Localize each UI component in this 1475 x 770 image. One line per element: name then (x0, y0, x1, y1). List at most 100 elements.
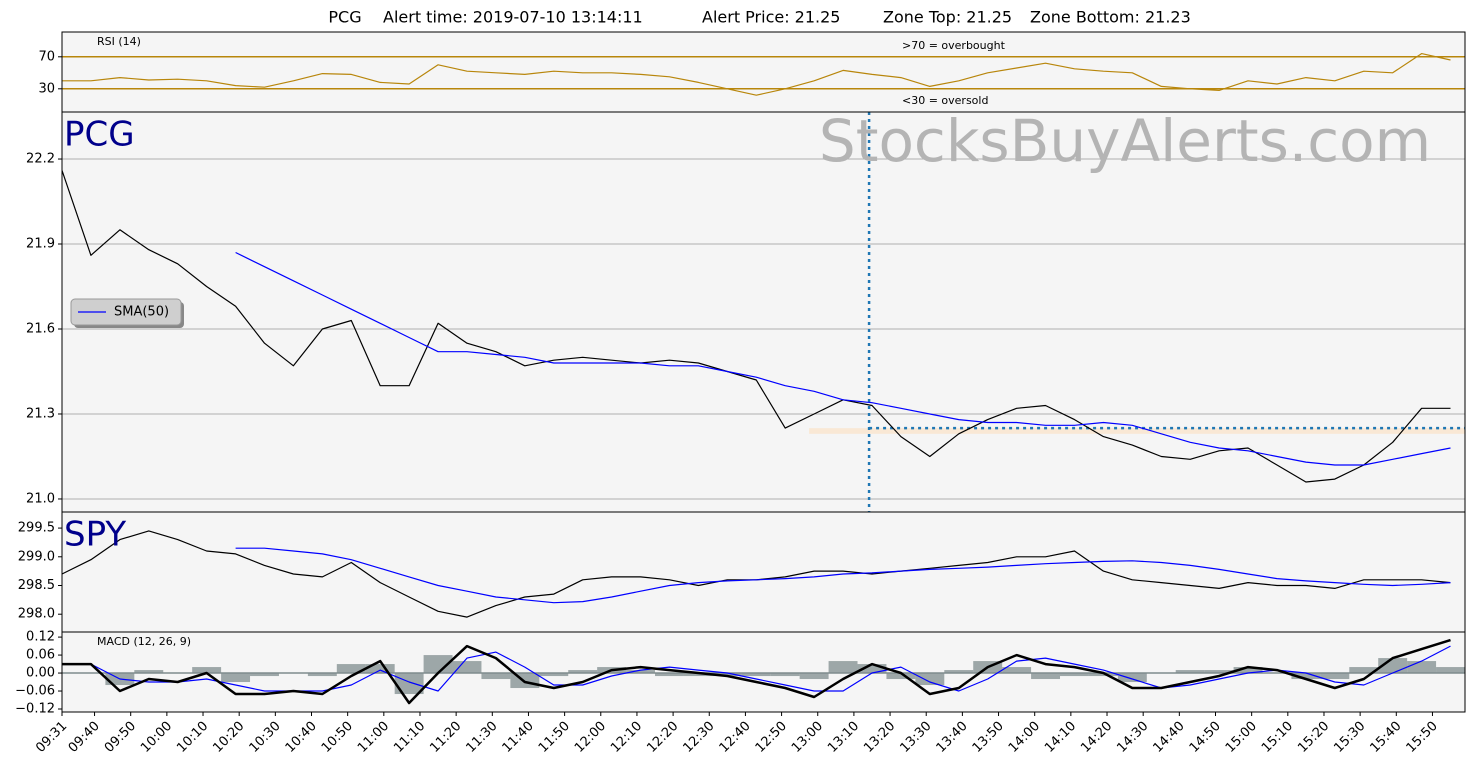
histogram-bar (481, 673, 511, 680)
series-line (62, 638, 1451, 705)
title-zone-bottom: Zone Bottom: 21.23 (1030, 8, 1191, 27)
x-tick-label: 12:00 (572, 719, 609, 756)
panel-background (62, 112, 1465, 512)
y-tick-label: 298.5 (18, 578, 55, 593)
histogram-bar (1436, 667, 1465, 674)
annotation: >70 = overbought (902, 39, 1006, 52)
y-tick-label: 298.0 (18, 607, 55, 622)
x-tick-label: 12:30 (680, 719, 717, 756)
x-tick-label: 10:40 (283, 719, 320, 756)
histogram-bar (1031, 673, 1061, 680)
x-tick-label: 14:10 (1042, 719, 1079, 756)
x-tick-label: 15:30 (1331, 719, 1368, 756)
panel-label: PCG (64, 115, 135, 155)
x-tick-label: 13:00 (789, 719, 826, 756)
histogram-bar (1060, 673, 1089, 677)
histogram-bar (365, 664, 395, 674)
histogram-bar (134, 670, 164, 674)
histogram-bar (626, 670, 656, 674)
histogram-bar (712, 673, 742, 677)
histogram-bar (1407, 661, 1437, 674)
x-tick-label: 12:40 (717, 719, 754, 756)
x-tick-label: 12:10 (608, 719, 645, 756)
plot-area (62, 53, 1465, 96)
x-tick-label: 14:30 (1114, 719, 1151, 756)
panel-background (62, 32, 1465, 112)
histogram-bar (857, 664, 887, 674)
histogram-bar (307, 673, 337, 677)
title-symbol: PCG (328, 8, 361, 27)
histogram-bar (799, 673, 829, 680)
x-tick-label: 14:40 (1151, 719, 1188, 756)
x-tick-label: 10:10 (174, 719, 211, 756)
histogram-bar (1002, 667, 1032, 674)
title-alert-price: Alert Price: 21.25 (702, 8, 840, 27)
histogram-bar (250, 673, 279, 677)
x-tick-label: 14:50 (1187, 719, 1224, 756)
zone-band (809, 428, 1465, 434)
x-tick-label: 12:20 (644, 719, 681, 756)
x-tick-label: 13:10 (825, 719, 862, 756)
y-tick-label: 30 (38, 81, 55, 96)
panel-label: SPY (64, 515, 126, 555)
histogram-bar (1291, 673, 1321, 680)
plot-area (62, 530, 1451, 618)
histogram-bar (828, 661, 858, 674)
watermark: StocksBuyAlerts.com (819, 107, 1431, 175)
y-tick-label: 0.06 (26, 648, 55, 663)
x-tick-label: 12:50 (753, 719, 790, 756)
y-tick-label: 21.0 (26, 491, 55, 506)
histogram-bar (452, 661, 482, 674)
panel-background (62, 512, 1465, 632)
x-tick-label: 14:20 (1078, 719, 1115, 756)
series-line (235, 251, 1451, 466)
y-tick-label: −0.12 (15, 702, 55, 717)
histogram-bar (944, 670, 974, 674)
y-tick-label: 70 (38, 49, 55, 64)
histogram-bar (221, 673, 251, 683)
histogram-bar (655, 673, 684, 677)
histogram-bar (423, 655, 453, 674)
x-tick-label: 14:00 (1006, 719, 1043, 756)
title-alert-time: Alert time: 2019-07-10 13:14:11 (383, 8, 643, 27)
panel-label: MACD (12, 26, 9) (97, 635, 191, 648)
histogram-bar (886, 673, 916, 680)
series-line (62, 53, 1451, 96)
histogram-bar (1233, 667, 1263, 674)
y-tick-label: 21.3 (26, 406, 55, 421)
x-tick-label: 11:30 (464, 719, 501, 756)
y-tick-label: 21.6 (26, 321, 55, 336)
x-tick-label: 13:40 (934, 719, 971, 756)
panel: 299.5 299.0 298.5 298.0 SPY (18, 511, 1466, 633)
histogram-bar (1204, 670, 1234, 674)
x-tick-label: 10:50 (319, 719, 356, 756)
x-tick-label: 09:31 (33, 719, 70, 756)
histogram-bar (394, 673, 424, 695)
histogram-bar (770, 673, 800, 677)
x-tick-label: 09:50 (102, 719, 139, 756)
x-tick-label: 13:50 (970, 719, 1007, 756)
histogram-bar (539, 673, 569, 677)
y-tick-label: 299.5 (18, 521, 55, 536)
y-tick-label: 21.9 (26, 237, 55, 252)
x-tick-label: 15:40 (1367, 719, 1404, 756)
histogram-bar (683, 673, 713, 677)
histogram-bar (1117, 673, 1147, 683)
panel: 30 70 RSI (14) >70 = overbought <30 = overso… (38, 31, 1466, 113)
plot-area (62, 638, 1465, 705)
x-tick-label: 13:20 (861, 719, 898, 756)
histogram-bar (1175, 670, 1205, 674)
x-tick-label: 15:10 (1259, 719, 1296, 756)
panel: 0.12 0.06 0.00 −0.06 −0.12 MACD (12, 26, 9) 09… (15, 630, 1466, 756)
legend-label: SMA(50) (114, 305, 169, 320)
y-tick-label: 0.12 (26, 630, 55, 645)
x-tick-label: 11:00 (355, 719, 392, 756)
legend-box (70, 298, 182, 326)
series-line (62, 170, 1451, 483)
x-tick-label: 10:30 (247, 719, 284, 756)
x-tick-label: 10:00 (138, 719, 175, 756)
x-tick-label: 10:20 (210, 719, 247, 756)
histogram-bar (192, 667, 222, 674)
x-tick-label: 15:20 (1295, 719, 1332, 756)
